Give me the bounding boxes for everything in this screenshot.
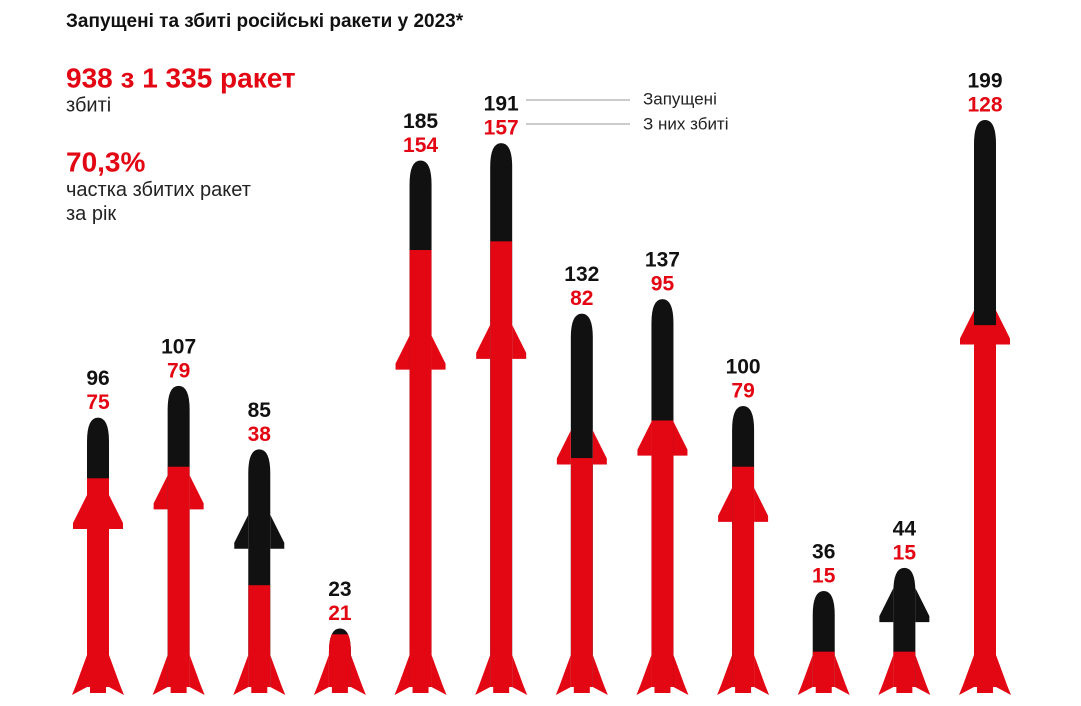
chart-title: Запущені та збиті російські ракети у 202… bbox=[66, 11, 464, 32]
launched-label: 132 bbox=[564, 263, 599, 286]
nozzle bbox=[493, 685, 510, 693]
launched-label: 85 bbox=[248, 399, 272, 422]
launched-label: 185 bbox=[403, 110, 438, 133]
rocket-shot-down bbox=[974, 325, 996, 687]
tail bbox=[959, 655, 1011, 695]
launched-label: 137 bbox=[645, 249, 680, 272]
fin bbox=[73, 495, 123, 530]
launched-label: 96 bbox=[86, 367, 109, 390]
legend-label: З них збиті bbox=[643, 114, 729, 133]
rocket-shot-down bbox=[409, 250, 432, 687]
rocket-shot-down bbox=[248, 585, 271, 687]
shot-label: 15 bbox=[812, 565, 836, 588]
headline: 938 з 1 335 ракет bbox=[66, 62, 296, 93]
fin bbox=[234, 514, 285, 549]
share-caption-box: частка збитих ракет за рік bbox=[66, 179, 251, 225]
fin bbox=[718, 487, 769, 522]
shot-label: 75 bbox=[86, 391, 110, 414]
share: 70,3% bbox=[66, 146, 145, 177]
shot-label: 21 bbox=[328, 602, 352, 625]
headline-caption: збиті bbox=[66, 94, 111, 116]
nozzle bbox=[251, 685, 268, 693]
shot-label: 128 bbox=[967, 94, 1002, 117]
launched-label: 44 bbox=[893, 517, 917, 540]
nozzle bbox=[573, 685, 590, 693]
tail bbox=[233, 655, 286, 695]
nozzle bbox=[412, 685, 429, 693]
shot-label: 82 bbox=[570, 287, 593, 310]
tail bbox=[636, 655, 689, 695]
nozzle bbox=[654, 685, 671, 693]
shot-label: 79 bbox=[731, 380, 754, 403]
nozzle bbox=[170, 685, 187, 693]
shot-label: 95 bbox=[651, 273, 675, 296]
nozzle bbox=[896, 685, 913, 693]
tail bbox=[797, 655, 850, 695]
nozzle bbox=[331, 685, 348, 693]
rocket-shot-down bbox=[812, 651, 835, 687]
launched-label: 199 bbox=[967, 70, 1002, 93]
fin bbox=[879, 588, 930, 623]
shot-label: 154 bbox=[403, 134, 438, 157]
rocket-shot-down bbox=[167, 466, 190, 687]
nozzle bbox=[90, 685, 106, 693]
launched-label: 191 bbox=[484, 93, 519, 116]
nozzle bbox=[735, 685, 752, 693]
nozzle bbox=[977, 685, 993, 693]
fin bbox=[556, 430, 607, 465]
rocket-shot-down bbox=[328, 634, 351, 687]
launched-label: 100 bbox=[726, 356, 761, 379]
rocket-shot-down bbox=[570, 458, 593, 687]
launched-label: 23 bbox=[328, 578, 351, 601]
fin bbox=[476, 324, 527, 359]
tail bbox=[394, 655, 447, 695]
shot-label: 38 bbox=[248, 423, 272, 446]
nozzle bbox=[815, 685, 832, 693]
shot-label: 15 bbox=[893, 541, 917, 564]
rocket-shot-down bbox=[893, 651, 916, 687]
legend-label: Запущені bbox=[643, 89, 717, 108]
launched-label: 107 bbox=[161, 335, 196, 358]
fin bbox=[153, 475, 204, 510]
tail bbox=[152, 655, 205, 695]
tail bbox=[72, 655, 124, 695]
launched-label: 36 bbox=[812, 541, 835, 564]
fin bbox=[395, 335, 446, 370]
rocket-shot-down bbox=[490, 241, 513, 687]
tail bbox=[717, 655, 770, 695]
tail bbox=[878, 655, 931, 695]
shot-label: 79 bbox=[167, 359, 190, 382]
share-caption: частка збитих ракет за рік bbox=[66, 179, 251, 225]
tail bbox=[555, 655, 608, 695]
fin bbox=[960, 310, 1010, 345]
tail bbox=[313, 655, 366, 695]
rocket-shot-down bbox=[651, 420, 674, 687]
rocket-shot-down bbox=[87, 478, 109, 687]
rocket-shot-down bbox=[732, 466, 755, 687]
fin bbox=[637, 421, 688, 456]
shot-label: 157 bbox=[484, 117, 519, 140]
tail bbox=[475, 655, 528, 695]
